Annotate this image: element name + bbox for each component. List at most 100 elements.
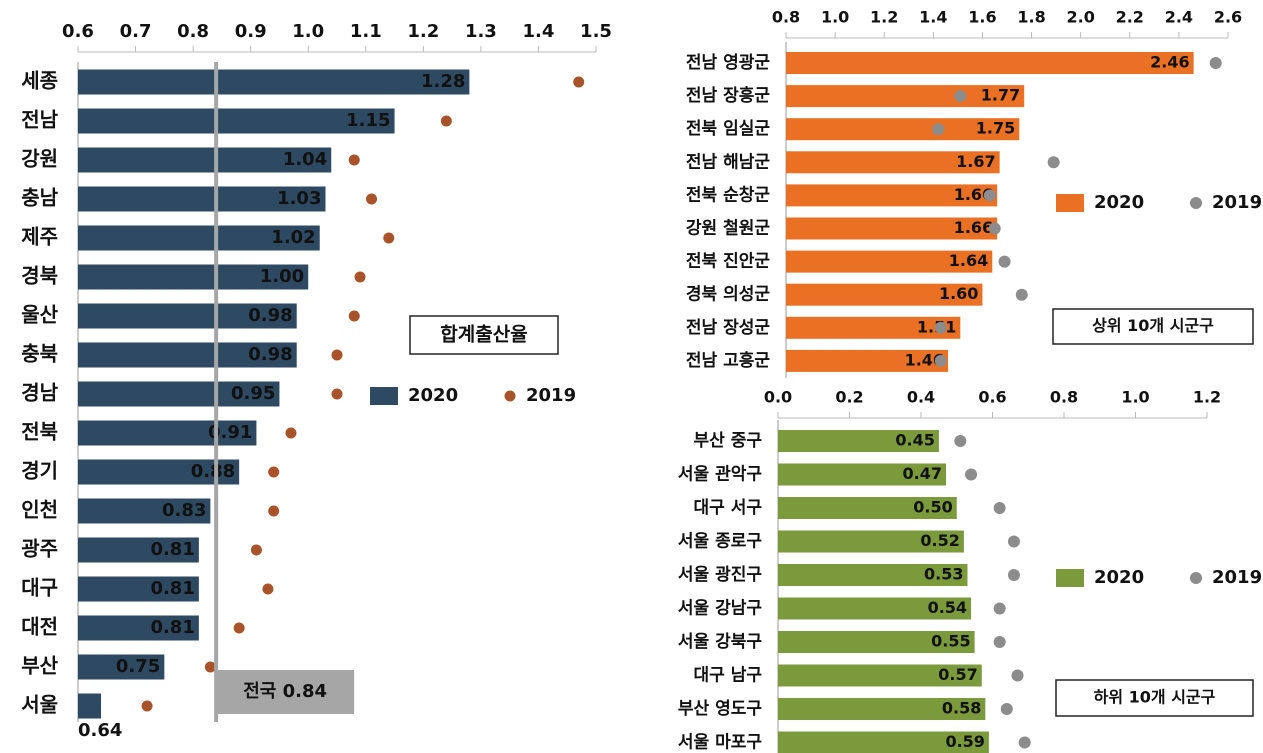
bar — [778, 530, 964, 553]
bar — [78, 108, 395, 134]
bar — [778, 564, 968, 586]
value-label: 1.77 — [981, 86, 1020, 105]
x-tick-label: 1.0 — [292, 21, 324, 42]
annotation: 상위 10개 시군구 — [1092, 316, 1214, 335]
value-label: 0.58 — [942, 699, 981, 718]
value-label: 0.52 — [920, 531, 959, 550]
category-label: 서울 관악구 — [678, 465, 762, 485]
bar — [778, 631, 975, 653]
category-label: 전남 영광군 — [686, 53, 770, 73]
bar — [778, 664, 982, 687]
annotation-box — [409, 315, 559, 355]
value-label: 0.75 — [116, 656, 160, 677]
bar — [78, 186, 326, 212]
bar — [78, 537, 199, 563]
x-tick-label: 2.0 — [1066, 8, 1094, 27]
dot — [1011, 669, 1024, 682]
bar — [786, 184, 998, 207]
dot — [366, 193, 378, 205]
bar — [786, 283, 983, 306]
category-label: 대전 — [21, 615, 58, 639]
value-label: 0.88 — [191, 461, 235, 482]
dot — [998, 255, 1011, 268]
bar — [778, 497, 957, 519]
bar — [78, 225, 320, 251]
x-tick-label: 0.8 — [772, 8, 800, 27]
value-label: 2.46 — [1150, 53, 1189, 72]
dot — [331, 349, 343, 361]
legend-label: 2019 — [1212, 192, 1262, 213]
dot — [988, 222, 1001, 235]
dot — [1015, 288, 1028, 301]
value-label: 1.66 — [954, 185, 993, 204]
x-tick-label: 0.0 — [764, 388, 792, 407]
category-label: 강원 — [21, 147, 58, 171]
value-label: 0.95 — [231, 383, 275, 404]
bar — [78, 342, 297, 368]
dot — [934, 321, 947, 334]
category-label: 부산 영도구 — [678, 699, 762, 719]
legend-swatch — [1190, 572, 1202, 584]
x-tick-label: 1.0 — [1121, 388, 1149, 407]
category-label: 경북 의성군 — [686, 285, 770, 305]
x-tick-label: 1.4 — [522, 21, 554, 42]
value-label: 0.81 — [150, 539, 194, 560]
category-label: 서울 광진구 — [678, 565, 762, 585]
bar — [786, 316, 961, 339]
bar — [778, 597, 972, 620]
value-label: 1.03 — [277, 188, 321, 209]
bar — [786, 85, 1025, 108]
dot — [934, 354, 947, 367]
bar — [78, 693, 102, 719]
dot — [1018, 736, 1031, 749]
dot — [268, 505, 280, 517]
value-label: 0.54 — [928, 598, 967, 617]
value-label: 0.57 — [938, 665, 977, 684]
bar — [78, 615, 199, 641]
legend-swatch — [370, 387, 398, 405]
category-label: 서울 마포구 — [678, 733, 762, 753]
bar — [78, 381, 280, 407]
value-label: 1.64 — [949, 251, 988, 270]
x-tick-label: 1.1 — [350, 21, 382, 42]
legend-label: 2020 — [408, 385, 458, 406]
dot — [440, 115, 452, 127]
bar — [786, 151, 1000, 174]
dot — [965, 468, 978, 481]
category-label: 강원 철원군 — [686, 219, 770, 239]
dot — [954, 90, 967, 103]
value-label: 1.15 — [346, 110, 390, 131]
dot — [954, 435, 967, 447]
value-label: 1.28 — [421, 71, 465, 92]
value-label: 0.91 — [208, 422, 252, 443]
dot — [1007, 569, 1020, 581]
x-tick-label: 2.6 — [1214, 8, 1242, 27]
x-tick-label: 1.8 — [1017, 8, 1045, 27]
x-tick-label: 0.6 — [62, 21, 94, 42]
legend-label: 2019 — [526, 385, 576, 406]
x-tick-label: 1.2 — [407, 21, 439, 42]
dot — [331, 388, 343, 400]
bar — [78, 654, 165, 680]
legend-swatch — [1190, 197, 1202, 209]
category-label: 전남 해남군 — [686, 152, 770, 172]
bar — [778, 463, 947, 486]
dot — [993, 636, 1006, 648]
category-label: 서울 종로구 — [678, 532, 762, 552]
value-label: 0.83 — [162, 500, 206, 521]
dot — [285, 427, 297, 439]
category-label: 부산 — [21, 654, 58, 678]
bar — [78, 498, 211, 524]
category-label: 광주 — [21, 537, 58, 561]
dot — [354, 271, 366, 283]
value-label: 0.81 — [150, 617, 194, 638]
dot — [348, 154, 360, 166]
bar — [78, 576, 199, 602]
bar — [78, 147, 332, 173]
dot — [1047, 156, 1060, 169]
dot — [141, 700, 153, 712]
value-label: 0.45 — [895, 431, 934, 450]
x-tick-label: 1.2 — [1193, 388, 1221, 407]
legend-label: 2019 — [1212, 567, 1262, 588]
value-label: 1.66 — [954, 218, 993, 237]
